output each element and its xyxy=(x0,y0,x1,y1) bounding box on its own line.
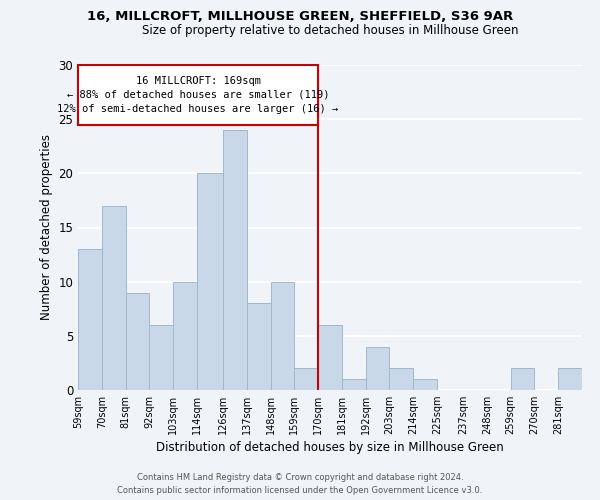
Bar xyxy=(223,130,247,390)
Y-axis label: Number of detached properties: Number of detached properties xyxy=(40,134,53,320)
FancyBboxPatch shape xyxy=(78,65,318,124)
Bar xyxy=(271,282,295,390)
Bar xyxy=(365,346,389,390)
Bar xyxy=(511,368,535,390)
Text: Contains HM Land Registry data © Crown copyright and database right 2024.
Contai: Contains HM Land Registry data © Crown c… xyxy=(118,474,482,495)
Bar xyxy=(295,368,318,390)
X-axis label: Distribution of detached houses by size in Millhouse Green: Distribution of detached houses by size … xyxy=(156,442,504,454)
Bar xyxy=(413,379,437,390)
Bar xyxy=(102,206,125,390)
Text: 16, MILLCROFT, MILLHOUSE GREEN, SHEFFIELD, S36 9AR: 16, MILLCROFT, MILLHOUSE GREEN, SHEFFIEL… xyxy=(87,10,513,23)
Title: Size of property relative to detached houses in Millhouse Green: Size of property relative to detached ho… xyxy=(142,24,518,38)
Bar xyxy=(342,379,365,390)
Bar xyxy=(558,368,582,390)
Bar xyxy=(318,325,342,390)
Bar xyxy=(125,292,149,390)
Text: 16 MILLCROFT: 169sqm
← 88% of detached houses are smaller (119)
12% of semi-deta: 16 MILLCROFT: 169sqm ← 88% of detached h… xyxy=(58,76,338,114)
Bar xyxy=(149,325,173,390)
Bar xyxy=(173,282,197,390)
Bar xyxy=(389,368,413,390)
Bar xyxy=(197,174,223,390)
Bar xyxy=(247,304,271,390)
Bar xyxy=(78,249,102,390)
